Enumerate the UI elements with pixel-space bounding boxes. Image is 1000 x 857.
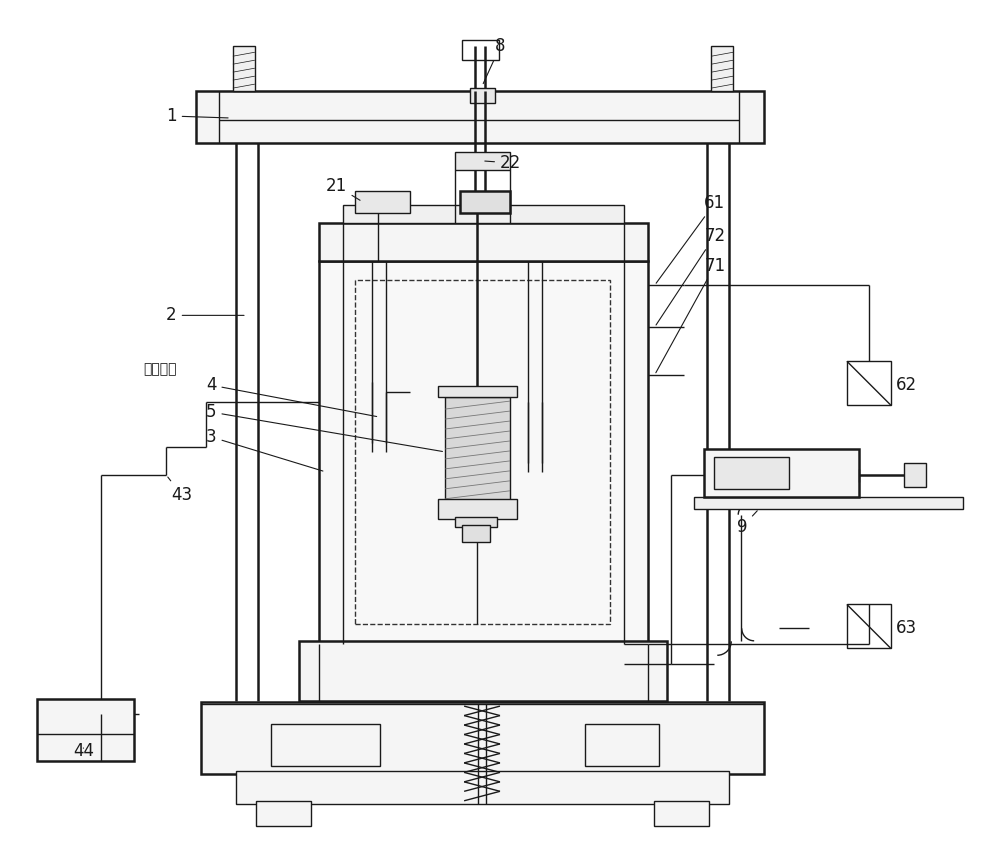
Text: 4: 4: [206, 376, 377, 417]
Bar: [654, 800, 709, 825]
Bar: [256, 800, 311, 825]
Bar: [271, 724, 380, 766]
Bar: [455, 517, 497, 527]
Bar: [585, 724, 659, 766]
Bar: [233, 46, 255, 91]
Text: 5: 5: [206, 403, 442, 452]
Text: 2: 2: [166, 306, 244, 324]
Circle shape: [399, 213, 411, 225]
Bar: [711, 46, 733, 91]
Text: 21: 21: [326, 177, 360, 201]
Circle shape: [362, 213, 374, 225]
Bar: [236, 771, 729, 804]
Bar: [847, 604, 891, 648]
Text: 62: 62: [896, 376, 917, 394]
Bar: [355, 280, 610, 625]
Bar: [319, 223, 648, 261]
Bar: [445, 397, 510, 501]
Text: 8: 8: [483, 37, 506, 84]
Text: 3: 3: [206, 428, 323, 471]
Bar: [462, 524, 490, 542]
Bar: [460, 191, 510, 213]
Circle shape: [602, 231, 617, 246]
Text: 9: 9: [737, 511, 757, 536]
Bar: [694, 497, 963, 509]
Bar: [438, 499, 517, 518]
Bar: [714, 457, 789, 488]
Text: 接电脑端: 接电脑端: [143, 363, 177, 376]
Text: 43: 43: [168, 477, 192, 504]
Bar: [355, 191, 410, 213]
Bar: [904, 463, 926, 487]
Circle shape: [348, 231, 363, 246]
Text: 1: 1: [166, 107, 228, 125]
Bar: [343, 205, 624, 223]
Text: 63: 63: [896, 620, 917, 638]
Bar: [438, 387, 517, 397]
Text: 71: 71: [656, 256, 725, 373]
Bar: [37, 699, 134, 761]
Text: 61: 61: [656, 194, 725, 283]
Bar: [455, 152, 510, 170]
Bar: [470, 88, 495, 103]
Bar: [847, 361, 891, 405]
Bar: [196, 91, 764, 143]
Bar: [299, 641, 667, 701]
Bar: [462, 40, 499, 60]
Bar: [201, 702, 764, 774]
Text: 44: 44: [73, 742, 94, 760]
Text: 72: 72: [656, 226, 725, 325]
Bar: [319, 261, 648, 644]
Bar: [704, 449, 859, 497]
Text: 22: 22: [485, 154, 521, 172]
